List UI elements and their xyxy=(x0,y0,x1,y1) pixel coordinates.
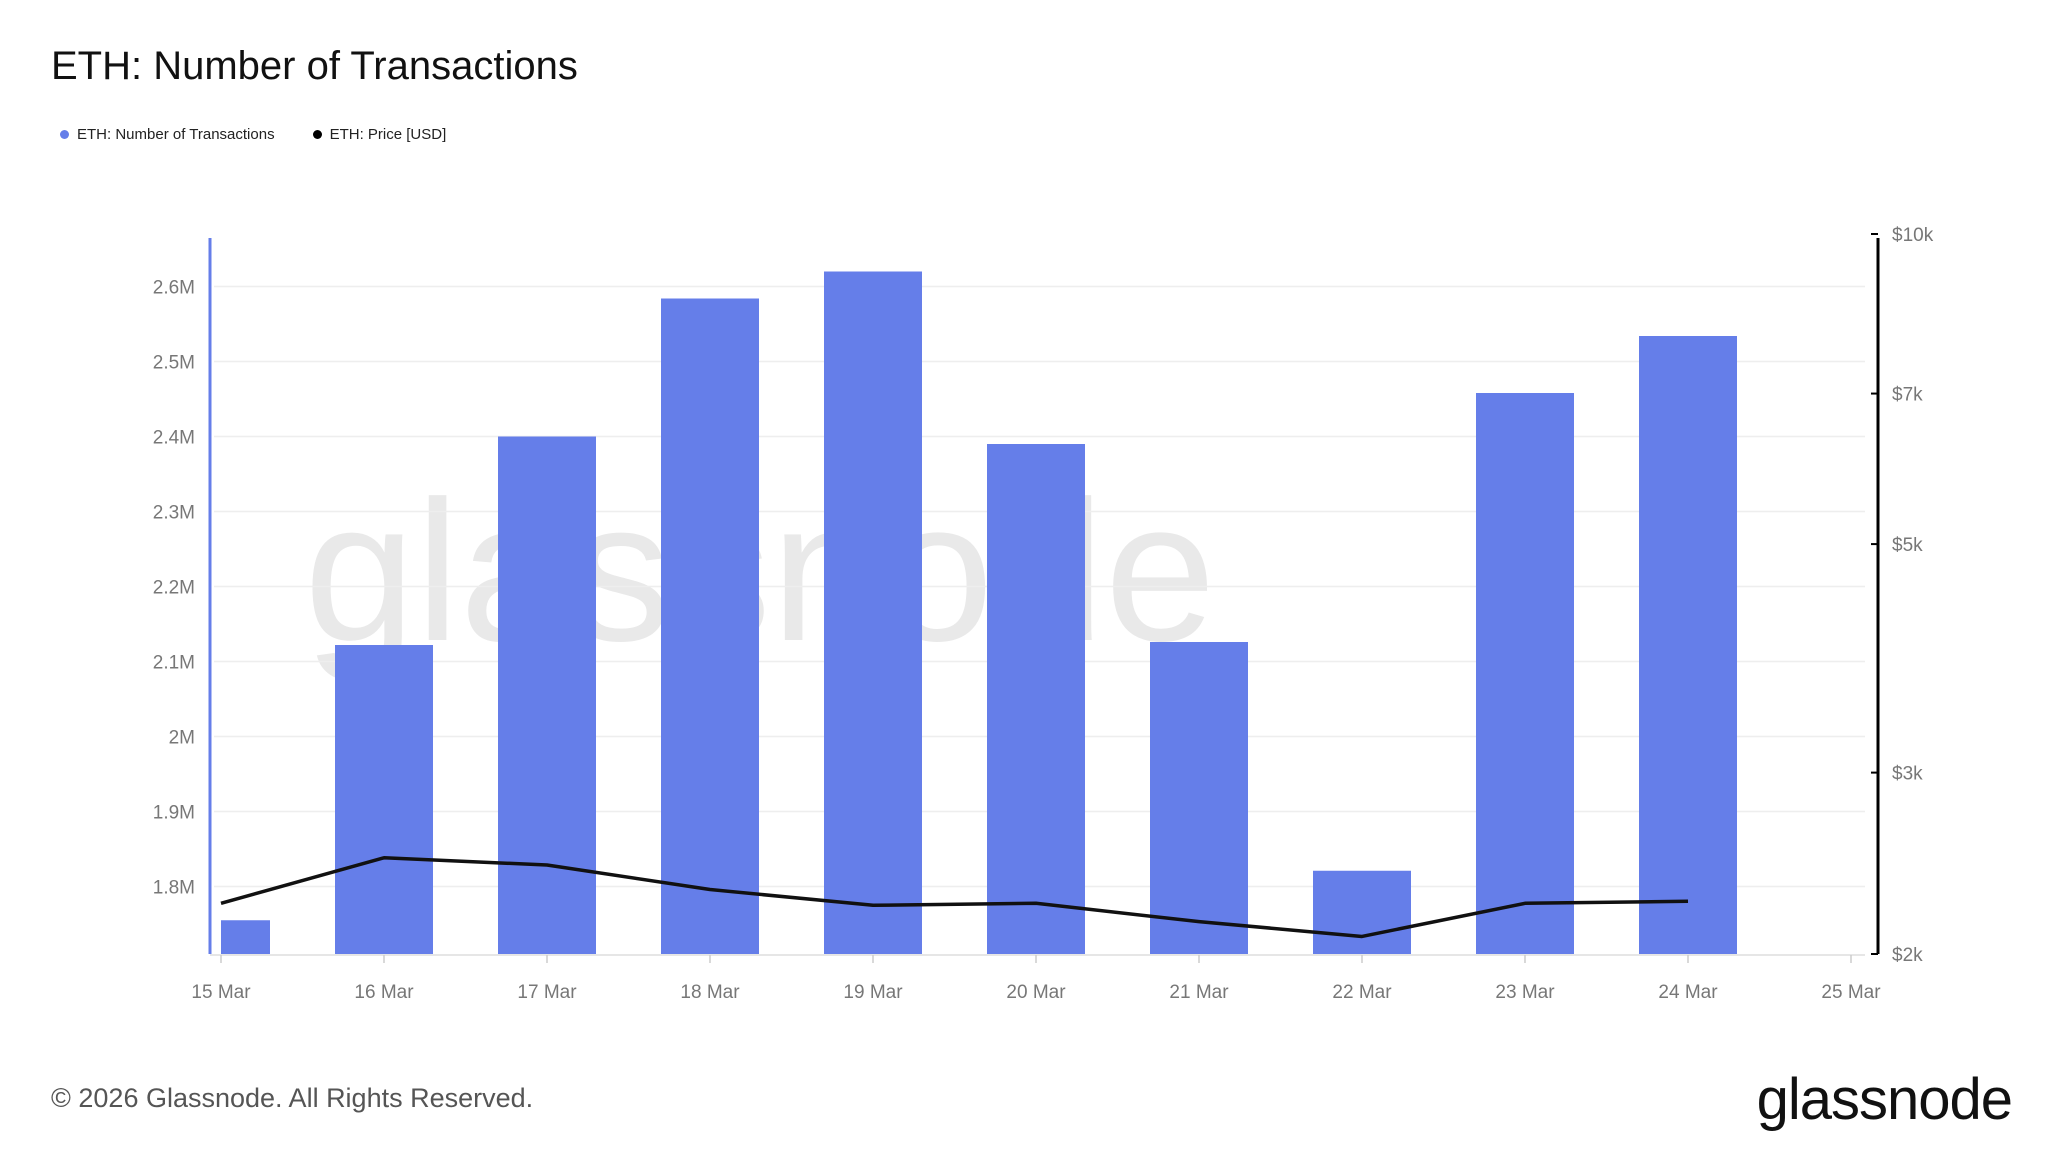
x-tick-label: 18 Mar xyxy=(680,982,740,1003)
x-tick-label: 24 Mar xyxy=(1658,982,1718,1003)
left-tick-label: 2.3M xyxy=(153,503,195,524)
left-tick-label: 2.4M xyxy=(153,428,195,449)
legend-dot-price xyxy=(312,130,322,139)
left-tick-label: 1.9M xyxy=(153,803,195,824)
legend-label-price: ETH: Price [USD] xyxy=(329,126,447,143)
x-tick-label: 22 Mar xyxy=(1332,982,1392,1003)
x-tick-label: 16 Mar xyxy=(354,982,414,1003)
transaction-bar xyxy=(661,298,759,954)
x-tick-label: 23 Mar xyxy=(1495,982,1555,1003)
left-tick-label: 1.8M xyxy=(153,878,195,899)
x-tick-label: 19 Mar xyxy=(843,982,903,1003)
legend: ETH: Number of Transactions ETH: Price [… xyxy=(60,126,446,143)
right-tick-label: $5k xyxy=(1892,535,1923,556)
transaction-bar xyxy=(1476,393,1574,954)
left-axis-ticks: 1.8M 1.9M 2M 2.1M 2.2M 2.3M 2.4M 2.5M 2.6M xyxy=(153,278,195,899)
right-axis-ticks: $2k $3k $5k $7k $10k xyxy=(1871,225,1934,966)
transaction-bar xyxy=(335,645,433,954)
left-tick-label: 2.5M xyxy=(153,353,195,374)
price-line-series xyxy=(220,856,1689,939)
transaction-bar xyxy=(1150,642,1248,954)
legend-dot-transactions xyxy=(60,130,69,139)
right-tick-label: $7k xyxy=(1892,385,1923,406)
transaction-bar xyxy=(221,920,270,954)
right-tick-label: $10k xyxy=(1892,225,1934,246)
left-tick-label: 2.2M xyxy=(153,578,195,599)
transaction-bar xyxy=(498,436,596,954)
x-tick-label: 21 Mar xyxy=(1169,982,1229,1003)
transaction-bar xyxy=(824,271,922,954)
copyright-footer: © 2026 Glassnode. All Rights Reserved. xyxy=(51,1083,534,1113)
price-line xyxy=(220,856,1689,939)
chart-title: ETH: Number of Transactions xyxy=(51,44,578,88)
legend-item-transactions[interactable]: ETH: Number of Transactions xyxy=(60,126,275,143)
glassnode-logo[interactable]: glassnode xyxy=(1756,1067,2013,1132)
transaction-bar xyxy=(1639,336,1737,954)
right-tick-label: $2k xyxy=(1892,945,1923,966)
transaction-bar xyxy=(1313,870,1411,954)
transaction-bar xyxy=(987,444,1085,954)
x-tick-label: 15 Mar xyxy=(191,982,251,1003)
left-tick-label: 2.6M xyxy=(153,278,195,299)
legend-item-price[interactable]: ETH: Price [USD] xyxy=(312,126,447,143)
x-tick-label: 20 Mar xyxy=(1006,982,1066,1003)
left-tick-label: 2M xyxy=(169,728,195,749)
x-tick-label: 25 Mar xyxy=(1821,982,1881,1003)
right-tick-label: $3k xyxy=(1892,764,1923,785)
legend-label-transactions: ETH: Number of Transactions xyxy=(77,126,275,143)
bar-series xyxy=(221,271,1737,954)
x-axis-ticks: 15 Mar 16 Mar 17 Mar 18 Mar 19 Mar 20 Mar 21 M… xyxy=(191,955,1881,1003)
axes xyxy=(208,238,1880,956)
x-tick-label: 17 Mar xyxy=(517,982,577,1003)
left-tick-label: 2.1M xyxy=(153,653,195,674)
